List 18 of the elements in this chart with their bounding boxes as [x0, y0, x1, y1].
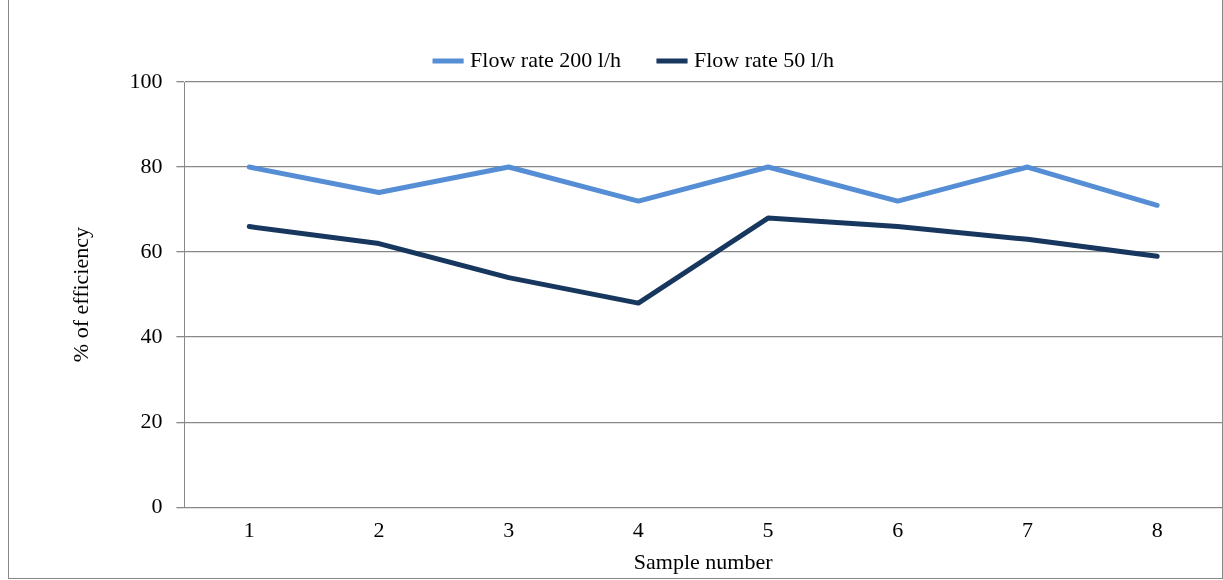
x-tick-label: 4: [632, 517, 644, 543]
x-tick-label: 1: [243, 517, 255, 543]
legend-label: Flow rate 200 l/h: [470, 46, 622, 72]
y-tick-label: 80: [140, 152, 163, 178]
y-tick-label: 40: [140, 322, 163, 348]
legend-label: Flow rate 50 l/h: [694, 46, 834, 72]
y-tick-label: 100: [129, 67, 163, 93]
x-tick-label: 7: [1021, 517, 1033, 543]
y-tick-label: 20: [140, 407, 163, 433]
x-tick-label: 8: [1151, 517, 1163, 543]
y-tick-label: 0: [151, 492, 163, 518]
x-tick-label: 6: [892, 517, 904, 543]
x-tick-label: 2: [373, 517, 385, 543]
x-axis-title: Sample number: [633, 548, 774, 574]
y-axis-title: % of efficiency: [67, 227, 93, 363]
y-tick-label: 60: [140, 237, 163, 263]
x-tick-label: 5: [762, 517, 774, 543]
x-tick-label: 3: [503, 517, 515, 543]
